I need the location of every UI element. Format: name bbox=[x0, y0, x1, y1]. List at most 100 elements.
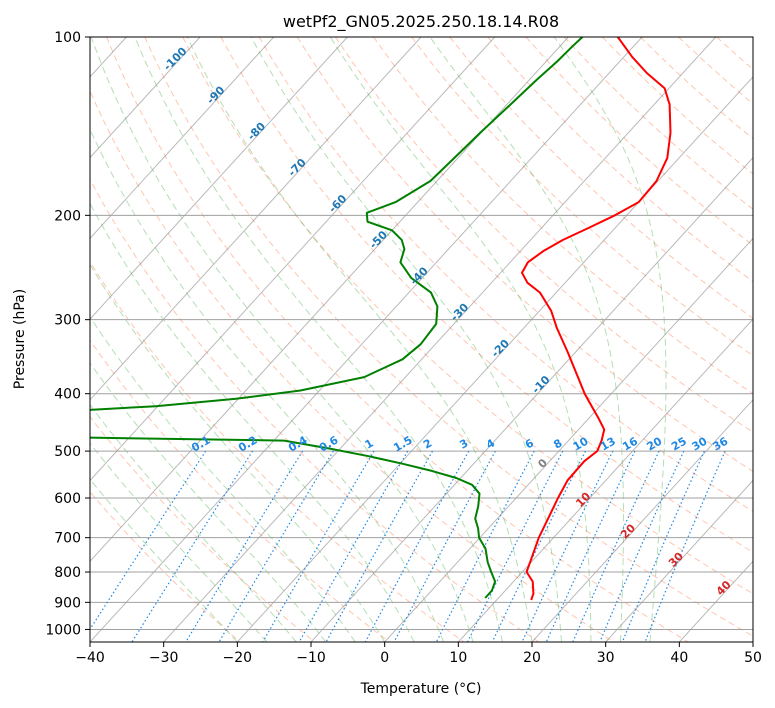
dry-adiabat bbox=[296, 37, 753, 473]
isotherm bbox=[90, 37, 422, 401]
mixing-ratio-line bbox=[218, 450, 334, 642]
dry-adiabat bbox=[334, 37, 753, 433]
isotherm bbox=[531, 399, 753, 642]
moist-adiabat bbox=[429, 37, 624, 642]
x-axis-label: Temperature (°C) bbox=[360, 681, 482, 697]
y-tick-label: 900 bbox=[54, 595, 81, 611]
isotherm bbox=[678, 560, 753, 642]
isotherm-label: -40 bbox=[408, 264, 431, 287]
y-tick-label: 1000 bbox=[45, 622, 81, 638]
mixing-ratio-label: 6 bbox=[523, 436, 536, 451]
isotherm-label: -50 bbox=[367, 228, 390, 251]
isotherm bbox=[236, 76, 753, 642]
isotherm bbox=[457, 318, 753, 642]
isotherm bbox=[90, 37, 201, 159]
plot-frame bbox=[89, 36, 754, 643]
dry-adiabat bbox=[487, 37, 753, 283]
dry-adiabat bbox=[755, 37, 775, 642]
axis-ticks: −40 −30 −20 −10 0 10 20 30 40 50 1000 900 800 700 600 5… bbox=[45, 30, 762, 666]
mixing-ratio-line bbox=[90, 450, 207, 631]
mixing-ratio-label: 1 bbox=[363, 437, 376, 452]
y-axis-label: Pressure (hPa) bbox=[12, 289, 28, 389]
isotherm-label: -100 bbox=[161, 44, 190, 73]
dry-adiabat bbox=[90, 89, 614, 642]
mixing-ratio-line bbox=[599, 450, 685, 642]
mixing-ratio-line bbox=[521, 450, 614, 642]
dry-adiabat bbox=[144, 37, 753, 637]
isotherm-label: -20 bbox=[489, 337, 512, 360]
x-tick-label: −40 bbox=[75, 650, 105, 666]
mixing-ratio-label: 8 bbox=[551, 437, 564, 452]
mixing-ratio-line bbox=[185, 450, 304, 642]
y-tick-label: 200 bbox=[54, 208, 81, 224]
y-tick-label: 300 bbox=[54, 313, 81, 329]
x-tick-label: −10 bbox=[296, 650, 326, 666]
mixing-ratio-line bbox=[298, 450, 409, 642]
mixing-ratio-line bbox=[393, 450, 496, 642]
moist-adiabat bbox=[553, 37, 667, 642]
isotherm bbox=[163, 37, 717, 642]
mixing-ratio-line bbox=[364, 450, 470, 642]
moist-adiabat bbox=[90, 442, 268, 642]
x-tick-label: 0 bbox=[380, 650, 389, 666]
dry-adiabat bbox=[449, 37, 753, 319]
isotherm bbox=[384, 237, 753, 642]
moist-adiabat bbox=[134, 37, 503, 642]
dry-adiabat bbox=[90, 178, 540, 642]
dewpoint-trace bbox=[90, 37, 584, 599]
isotherm-label: -90 bbox=[204, 83, 227, 106]
dry-adiabat bbox=[90, 260, 465, 642]
y-tick-label: 800 bbox=[54, 565, 81, 581]
isotherm-label: -30 bbox=[448, 300, 471, 323]
isotherm bbox=[90, 37, 643, 642]
isotherm-label: -80 bbox=[245, 120, 268, 143]
isotherm-label: 30 bbox=[666, 549, 686, 569]
chart-title: wetPf2_GN05.2025.250.18.14.R08 bbox=[283, 12, 559, 32]
moist-adiabat bbox=[90, 362, 327, 642]
mixing-ratio-line bbox=[325, 450, 434, 642]
background-lines bbox=[90, 37, 775, 642]
isotherm bbox=[90, 37, 496, 482]
mixing-ratio-line bbox=[572, 450, 660, 642]
dry-adiabat bbox=[220, 37, 753, 553]
dry-adiabat bbox=[90, 415, 316, 642]
isotherm-label: -60 bbox=[326, 192, 349, 215]
mixing-ratio-line bbox=[491, 450, 586, 642]
mixing-ratio-line bbox=[644, 450, 726, 642]
x-tick-label: 50 bbox=[744, 650, 762, 666]
isotherm bbox=[752, 641, 753, 642]
isotherm-label: 20 bbox=[618, 521, 638, 541]
dry-adiabat bbox=[106, 37, 689, 642]
dry-adiabat bbox=[182, 37, 753, 595]
moist-adiabat bbox=[90, 128, 445, 642]
x-tick-label: 10 bbox=[449, 650, 467, 666]
isotherm-label: 10 bbox=[573, 490, 593, 510]
moist-adiabat bbox=[329, 37, 592, 642]
temperature-trace bbox=[521, 37, 672, 601]
dry-adiabat bbox=[678, 37, 753, 105]
moist-adiabat bbox=[90, 37, 474, 642]
y-tick-label: 100 bbox=[54, 30, 81, 46]
y-tick-label: 600 bbox=[54, 491, 81, 507]
moist-adiabat bbox=[90, 403, 297, 642]
x-tick-label: 20 bbox=[523, 650, 541, 666]
dry-adiabat bbox=[373, 37, 753, 395]
y-tick-label: 400 bbox=[54, 387, 81, 403]
isotherm bbox=[90, 37, 275, 240]
y-tick-label: 500 bbox=[54, 444, 81, 460]
isotherm bbox=[310, 156, 753, 642]
dry-adiabat bbox=[411, 37, 753, 357]
moist-adiabat bbox=[90, 315, 356, 642]
dry-adiabat bbox=[258, 37, 753, 513]
mixing-ratio-line bbox=[545, 450, 636, 642]
mixing-ratio-label: 4 bbox=[484, 436, 497, 451]
moist-adiabat bbox=[186, 37, 533, 642]
isotherm-label: -70 bbox=[286, 156, 309, 179]
dry-adiabat bbox=[716, 37, 753, 71]
moist-adiabat bbox=[90, 263, 386, 642]
x-tick-label: −30 bbox=[149, 650, 179, 666]
dry-adiabat bbox=[90, 491, 241, 642]
x-tick-label: −20 bbox=[223, 650, 253, 666]
moist-adiabat bbox=[90, 478, 238, 642]
moist-adiabat bbox=[250, 37, 562, 642]
